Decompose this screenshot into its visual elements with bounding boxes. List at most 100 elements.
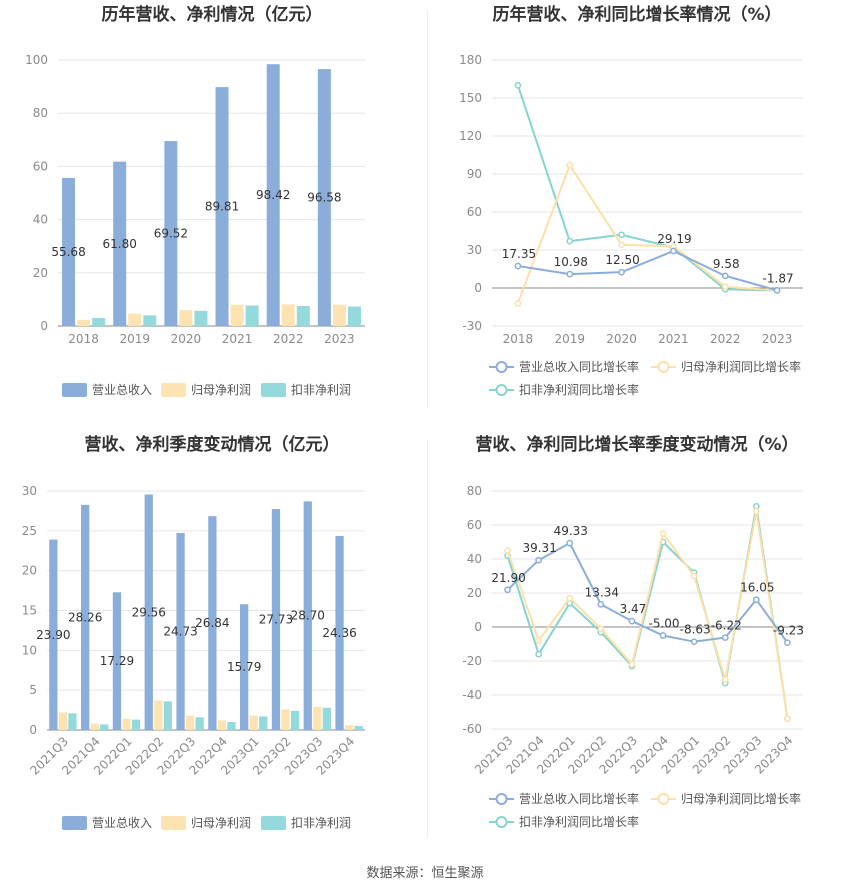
point-revenue-growth — [566, 539, 574, 547]
bar-deducted-profit — [100, 724, 109, 730]
bar-deducted-profit — [354, 726, 363, 730]
chart-svg-annual_bar: 历年营收、净利情况（亿元） 0 20 40 60 80 100 2018 2019 2020 202… — [25, 4, 365, 397]
bar-net-profit — [249, 715, 258, 730]
legend-marker — [657, 793, 670, 805]
line-revenue-growth — [506, 541, 789, 644]
point-net-profit-growth — [721, 283, 729, 291]
bar-net-profit — [77, 319, 91, 326]
bar-net-profit — [217, 720, 227, 730]
revenue-data-label: 24.73 — [163, 624, 197, 638]
legend-swatch — [62, 383, 87, 397]
point-deducted-profit-growth — [566, 237, 574, 245]
revenue-data-label: 28.70 — [291, 609, 325, 623]
revenue-data-label: 24.36 — [322, 626, 356, 640]
quarterly-growth-rate-panel: 营收、净利同比增长率季度变动情况（%） -60 -40 -20 0 20 40 60 80 202… — [425, 430, 850, 860]
revenue-data-label: 29.56 — [132, 605, 166, 619]
line-net-profit-growth — [516, 162, 778, 304]
y-tick-label: 0 — [29, 723, 37, 737]
y-tick-label: 80 — [467, 484, 482, 498]
bar-net-profit — [128, 313, 142, 326]
point-revenue-growth — [690, 638, 698, 646]
point-deducted-profit-growth — [618, 231, 625, 239]
y-tick-label: 90 — [467, 167, 482, 181]
y-tick-label: 30 — [22, 484, 37, 498]
legend-label: 营业总收入同比增长率 — [519, 359, 639, 374]
y-tick-label: 80 — [33, 106, 48, 120]
point-net-profit-growth — [597, 625, 605, 633]
bar-net-profit — [230, 304, 244, 326]
bar-deducted-profit — [259, 716, 268, 730]
legend-marker — [495, 816, 508, 828]
point-revenue-growth — [753, 596, 760, 604]
point-net-profit-growth — [504, 547, 511, 554]
x-tick-label: 2018 — [503, 332, 534, 346]
point-revenue-growth — [721, 272, 729, 280]
bar-deducted-profit — [68, 713, 77, 730]
data-source-note: 数据来源：恒生聚源 — [366, 866, 484, 881]
bar-revenue — [62, 177, 76, 326]
bar-revenue — [215, 87, 229, 326]
revenue-growth-data-label: -8.63 — [680, 623, 711, 637]
point-revenue-growth — [504, 586, 511, 594]
annual-growth-rate-panel: 历年营收、净利同比增长率情况（%） -30 0 30 60 90 120 150 180 2018… — [425, 0, 850, 430]
point-net-profit-growth — [784, 715, 791, 723]
point-revenue-growth — [721, 634, 729, 641]
point-revenue-growth — [566, 270, 574, 278]
point-net-profit-growth — [628, 661, 636, 668]
y-tick-label: 120 — [459, 129, 482, 143]
bar-revenue — [335, 535, 344, 730]
bar-deducted-profit — [143, 315, 157, 326]
point-revenue-growth — [659, 632, 667, 639]
point-deducted-profit-growth — [514, 81, 522, 89]
bar-deducted-profit — [322, 707, 331, 730]
point-net-profit-growth — [721, 676, 729, 684]
y-tick-label: -30 — [462, 319, 482, 333]
chart-svg-quarter_bar: 营收、净利季度变动情况（亿元）0510152025302021Q32021Q42… — [22, 434, 365, 830]
legend-swatch — [261, 816, 286, 830]
y-tick-label: 40 — [467, 552, 482, 566]
revenue-growth-data-label: 29.19 — [657, 232, 691, 246]
point-revenue-growth — [773, 287, 781, 294]
y-tick-label: 20 — [33, 266, 48, 280]
y-tick-label: -60 — [462, 722, 482, 736]
legend-marker — [495, 384, 508, 396]
revenue-growth-data-label: 39.31 — [522, 541, 556, 555]
legend-label: 扣非净利润同比增长率 — [519, 382, 639, 397]
chart-title: 历年营收、净利同比增长率情况（%） — [492, 4, 781, 25]
y-tick-label: 20 — [467, 586, 482, 600]
y-tick-label: -20 — [462, 654, 482, 668]
y-tick-label: 10 — [22, 643, 37, 657]
quarterly-revenue-profit-panel: 营收、净利季度变动情况（亿元） 0 5 10 15 20 25 30 2021Q3 2021Q4 2… — [0, 430, 425, 860]
bar-deducted-profit — [347, 306, 361, 326]
bar-net-profit — [281, 304, 295, 326]
legend-swatch — [161, 383, 186, 397]
point-revenue-growth — [670, 247, 677, 255]
bar-net-profit — [281, 709, 290, 730]
legend-label: 扣非净利润 — [291, 816, 351, 830]
point-net-profit-growth — [566, 594, 574, 602]
bar-revenue — [240, 604, 249, 730]
bar-deducted-profit — [195, 717, 204, 730]
annual-revenue-profit-panel: 历年营收、净利情况（亿元） 0 20 40 60 80 100 2018 2019 2020 202… — [0, 0, 425, 430]
revenue-growth-data-label: -9.23 — [773, 624, 804, 638]
bar-deducted-profit — [163, 701, 172, 730]
legend-label: 归母净利润同比增长率 — [681, 791, 801, 806]
revenue-growth-data-label: 21.90 — [491, 571, 525, 585]
bar-deducted-profit — [194, 310, 208, 326]
revenue-growth-data-label: -1.87 — [763, 271, 794, 285]
legend-label: 营业总收入同比增长率 — [519, 791, 639, 806]
x-tick-label: 2021 — [658, 332, 689, 346]
bar-deducted-profit — [290, 710, 300, 730]
legend-label: 扣非净利润 — [291, 383, 351, 397]
bar-revenue — [144, 494, 153, 730]
point-net-profit-growth — [514, 299, 522, 307]
y-tick-label: 5 — [29, 683, 37, 697]
line-deducted-profit-growth — [516, 85, 778, 292]
bar-deducted-profit — [227, 722, 236, 730]
revenue-data-label: 61.80 — [103, 237, 137, 251]
x-tick-label: 2019 — [554, 332, 585, 346]
y-tick-label: 60 — [33, 159, 48, 173]
legend-label: 扣非净利润同比增长率 — [519, 814, 639, 829]
bar-revenue — [303, 501, 312, 730]
revenue-data-label: 28.26 — [68, 610, 102, 624]
